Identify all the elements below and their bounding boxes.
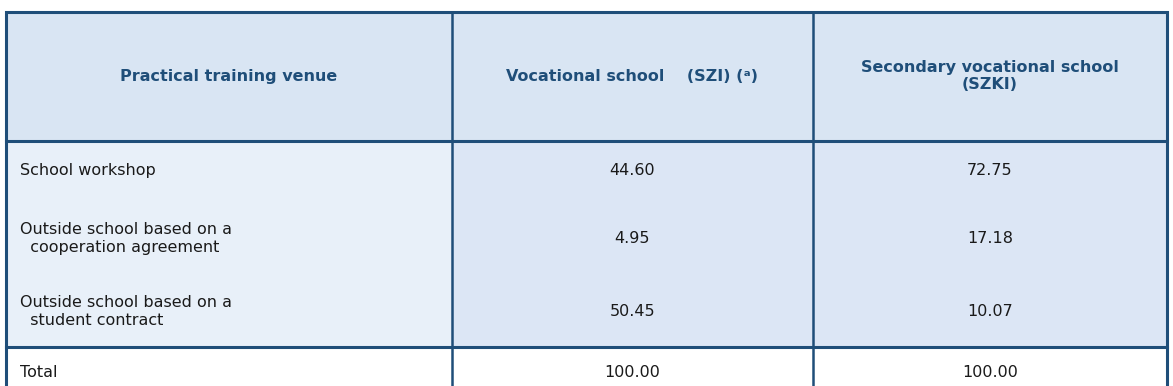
Text: 100.00: 100.00 bbox=[604, 365, 660, 380]
Text: 10.07: 10.07 bbox=[967, 304, 1013, 319]
Bar bbox=[6, 276, 452, 347]
Bar bbox=[6, 12, 1167, 141]
Text: Outside school based on a
  cooperation agreement: Outside school based on a cooperation ag… bbox=[20, 222, 232, 254]
Bar bbox=[452, 201, 1167, 276]
Bar bbox=[452, 276, 1167, 347]
Text: 44.60: 44.60 bbox=[610, 163, 655, 178]
Text: 17.18: 17.18 bbox=[967, 231, 1013, 246]
Text: School workshop: School workshop bbox=[20, 163, 156, 178]
Text: 50.45: 50.45 bbox=[610, 304, 655, 319]
Text: Total: Total bbox=[20, 365, 57, 380]
Text: Practical training venue: Practical training venue bbox=[120, 69, 338, 84]
Text: 72.75: 72.75 bbox=[968, 163, 1012, 178]
Text: 4.95: 4.95 bbox=[615, 231, 650, 246]
Text: Outside school based on a
  student contract: Outside school based on a student contra… bbox=[20, 296, 232, 328]
Bar bbox=[6, 141, 452, 201]
Text: Vocational school    (SZI) (ᵃ): Vocational school (SZI) (ᵃ) bbox=[507, 69, 758, 84]
Text: 100.00: 100.00 bbox=[962, 365, 1018, 380]
Bar bbox=[6, 201, 452, 276]
Bar bbox=[452, 141, 1167, 201]
Text: Secondary vocational school
(SZKI): Secondary vocational school (SZKI) bbox=[861, 60, 1119, 92]
Bar bbox=[6, 347, 1167, 386]
